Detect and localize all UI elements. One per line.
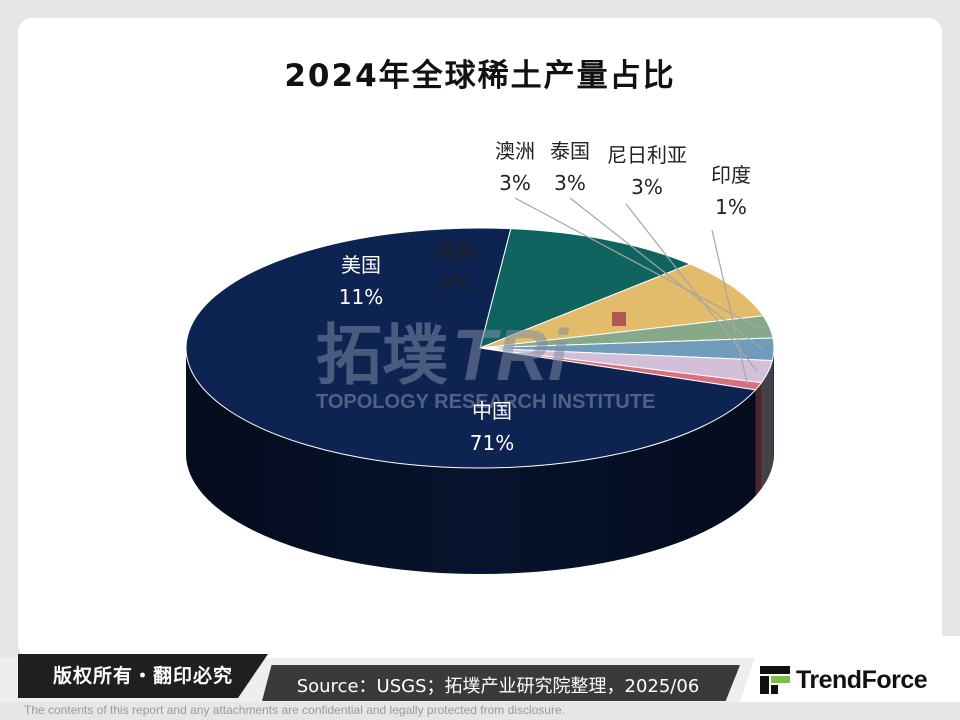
leader-line-印度 xyxy=(711,229,749,385)
data-label-value-美国: 11% xyxy=(339,285,383,309)
chart-title: 2024年全球稀土产量占比 xyxy=(284,58,676,94)
data-label-name-尼日利亚: 尼日利亚 xyxy=(607,143,687,167)
watermark-en: TOPOLOGY RESEARCH INSTITUTE xyxy=(316,391,655,413)
watermark-cn: 拓墣 xyxy=(316,317,448,394)
leader-line-澳洲 xyxy=(514,197,759,329)
leader-line-泰国 xyxy=(569,197,763,350)
pie-slice-美国 xyxy=(479,228,692,349)
source-band xyxy=(262,665,740,701)
data-label-name-中国: 中国 xyxy=(472,399,512,423)
data-label-value-缅甸: 8% xyxy=(439,271,471,295)
pie-slice-中国 xyxy=(185,227,757,469)
data-label-name-美国: 美国 xyxy=(341,253,381,277)
data-label-name-印度: 印度 xyxy=(711,163,751,187)
pie-side-shading xyxy=(186,348,774,574)
logo-text: TrendForce xyxy=(796,665,928,694)
data-label-name-澳洲: 澳洲 xyxy=(495,139,535,163)
copyright-notice: 版权所有・翻印必究 xyxy=(18,654,268,698)
watermark-dot xyxy=(612,312,626,326)
data-label-value-尼日利亚: 3% xyxy=(631,175,663,199)
data-label-value-印度: 1% xyxy=(715,195,747,219)
data-label-value-澳洲: 3% xyxy=(499,171,531,195)
trendforce-logo: TrendForce xyxy=(760,664,928,696)
trendforce-logo-icon xyxy=(760,666,790,694)
data-label-value-泰国: 3% xyxy=(554,171,586,195)
data-label-name-缅甸: 缅甸 xyxy=(435,239,475,263)
watermark-brand: TRi xyxy=(452,316,570,396)
pie-slice-缅甸 xyxy=(479,263,765,349)
data-label-name-泰国: 泰国 xyxy=(550,139,590,163)
disclaimer: The contents of this report and any atta… xyxy=(24,703,565,717)
data-label-value-中国: 71% xyxy=(470,431,514,455)
leader-line-尼日利亚 xyxy=(625,203,758,372)
source-text: Source：USGS；拓墣产业研究院整理，2025/06 xyxy=(296,676,700,697)
